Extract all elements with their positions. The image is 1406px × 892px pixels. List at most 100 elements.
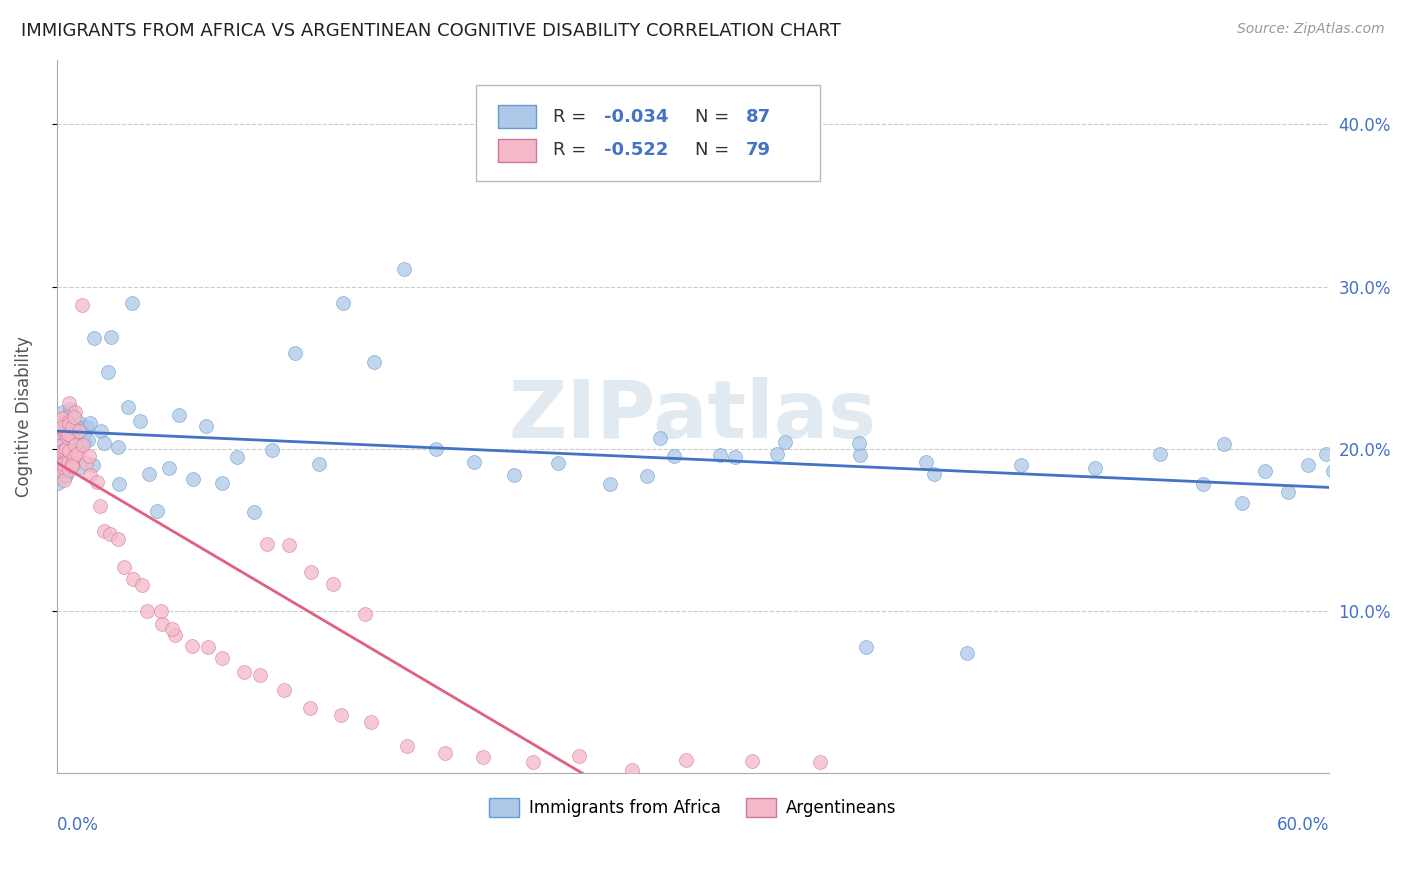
Point: [56, 415, 79, 429]
Point: [60, 458, 83, 473]
Point: [55, 467, 77, 482]
Point: [56, 423, 79, 437]
Point: [131, 578, 153, 592]
Point: [48, 462, 70, 476]
Text: N =: N =: [695, 108, 735, 126]
Point: [547, 457, 569, 471]
Point: [395, 739, 418, 754]
Point: [433, 747, 456, 761]
Point: [59, 454, 82, 468]
Point: [90, 424, 112, 438]
Text: ZIPatlas: ZIPatlas: [509, 377, 877, 456]
Point: [360, 715, 382, 730]
Point: [89, 500, 111, 514]
Point: [49, 448, 72, 462]
Point: [69, 460, 91, 475]
Point: [162, 622, 184, 636]
Point: [56, 413, 79, 427]
Point: [77, 449, 100, 463]
Point: [52, 405, 75, 419]
Point: [58, 433, 80, 447]
Point: [86, 475, 108, 489]
Point: [503, 468, 526, 483]
Point: [59, 419, 82, 434]
Point: [1254, 465, 1277, 479]
Point: [195, 418, 218, 433]
Point: [63, 449, 86, 463]
Point: [56, 418, 79, 433]
Point: [329, 707, 352, 722]
Point: [67, 424, 90, 438]
Point: [741, 755, 763, 769]
Point: [1191, 477, 1213, 491]
Point: [181, 472, 204, 486]
Point: [157, 461, 180, 475]
Legend: Immigrants from Africa, Argentineans: Immigrants from Africa, Argentineans: [481, 789, 904, 825]
Point: [299, 565, 322, 579]
Text: Source: ZipAtlas.com: Source: ZipAtlas.com: [1237, 22, 1385, 37]
Point: [70, 298, 93, 312]
Point: [52, 454, 75, 468]
Point: [463, 455, 485, 469]
Point: [1230, 496, 1253, 510]
Point: [197, 640, 219, 655]
Point: [278, 538, 301, 552]
Point: [58, 396, 80, 410]
Text: 79: 79: [747, 141, 770, 160]
Point: [65, 445, 87, 459]
Point: [55, 442, 77, 456]
Point: [256, 537, 278, 551]
Text: 0.0%: 0.0%: [56, 816, 98, 834]
Point: [636, 468, 658, 483]
Point: [648, 431, 671, 445]
Point: [128, 414, 150, 428]
Point: [112, 560, 135, 574]
Point: [51, 420, 73, 434]
Point: [69, 421, 91, 435]
Point: [1212, 437, 1234, 451]
Point: [1322, 464, 1344, 478]
Point: [211, 475, 233, 490]
Text: IMMIGRANTS FROM AFRICA VS ARGENTINEAN COGNITIVE DISABILITY CORRELATION CHART: IMMIGRANTS FROM AFRICA VS ARGENTINEAN CO…: [21, 22, 841, 40]
Point: [58, 402, 80, 417]
Point: [79, 468, 101, 483]
Point: [392, 261, 415, 276]
Point: [51, 418, 73, 433]
Point: [76, 419, 98, 434]
Point: [60, 430, 83, 444]
Point: [58, 417, 80, 431]
Point: [55, 442, 77, 456]
Point: [51, 433, 73, 447]
FancyBboxPatch shape: [498, 105, 536, 128]
Point: [51, 458, 73, 473]
Point: [249, 668, 271, 682]
Point: [82, 458, 104, 472]
Point: [298, 700, 321, 714]
Point: [51, 412, 73, 426]
Point: [60, 420, 83, 434]
Point: [664, 449, 686, 463]
Point: [48, 453, 70, 467]
Point: [63, 405, 86, 419]
Point: [675, 753, 697, 767]
Point: [332, 296, 354, 310]
Point: [69, 416, 91, 430]
Point: [75, 456, 97, 470]
Point: [66, 447, 89, 461]
Point: [363, 355, 385, 369]
Point: [117, 401, 139, 415]
Point: [48, 419, 70, 434]
Point: [60, 457, 83, 471]
Point: [52, 460, 75, 475]
Point: [59, 429, 82, 443]
Point: [709, 448, 731, 462]
FancyBboxPatch shape: [498, 139, 536, 161]
Point: [48, 425, 70, 440]
Point: [1277, 484, 1299, 499]
Point: [49, 412, 72, 426]
Point: [56, 429, 79, 443]
Point: [167, 408, 190, 422]
FancyBboxPatch shape: [477, 85, 820, 181]
Point: [63, 410, 86, 425]
Point: [52, 422, 75, 436]
